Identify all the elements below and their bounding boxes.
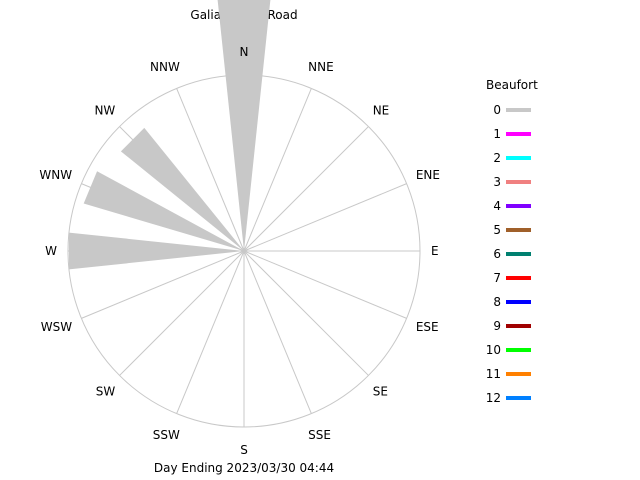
legend-swatch — [506, 228, 531, 232]
spoke-ssw — [176, 250, 245, 414]
legend-swatch — [506, 324, 531, 328]
spoke-ne — [243, 126, 369, 252]
spoke-sw — [119, 250, 245, 376]
spoke-ene — [243, 183, 407, 252]
spoke-wsw — [81, 250, 245, 319]
legend-swatch — [506, 252, 531, 256]
direction-label-sw: SW — [96, 385, 116, 399]
legend-swatch — [506, 204, 531, 208]
direction-label-ene: ENE — [416, 168, 440, 182]
petal-wnw — [83, 171, 245, 251]
legend-swatch — [506, 396, 531, 400]
legend-swatch — [506, 180, 531, 184]
direction-label-s: S — [240, 443, 248, 457]
legend-swatch — [506, 372, 531, 376]
direction-label-nne: NNE — [308, 60, 334, 74]
legend-label: 7 — [493, 271, 501, 285]
spoke-se — [243, 250, 369, 376]
footer-label: Day Ending 2023/03/30 04:44 — [154, 461, 334, 475]
legend-swatch — [506, 132, 531, 136]
direction-labels: N NNE NE ENE E ESE SE SSE S SSW SW WSW W WNW NW NNW — [39, 45, 440, 457]
spoke-nnw — [176, 88, 245, 252]
legend-label: 1 — [493, 127, 501, 141]
legend-label: 2 — [493, 151, 501, 165]
direction-label-wnw: WNW — [39, 168, 72, 182]
legend-label: 6 — [493, 247, 501, 261]
legend-label: 10 — [486, 343, 501, 357]
direction-label-sse: SSE — [308, 428, 331, 442]
petals-group — [68, 0, 271, 270]
legend-swatch — [506, 276, 531, 280]
spokes-group — [68, 75, 420, 427]
legend-label: 0 — [493, 103, 501, 117]
spoke-ese — [243, 250, 407, 319]
legend-label: 5 — [493, 223, 501, 237]
legend-label: 9 — [493, 319, 501, 333]
spoke-sse — [243, 250, 312, 414]
legend-title: Beaufort — [486, 78, 538, 92]
legend-label: 8 — [493, 295, 501, 309]
direction-label-w: W — [45, 244, 57, 258]
legend-label: 11 — [486, 367, 501, 381]
spoke-wnw — [81, 183, 245, 252]
legend-swatch — [506, 156, 531, 160]
direction-label-ssw: SSW — [153, 428, 180, 442]
direction-label-wsw: WSW — [41, 320, 72, 334]
direction-label-se: SE — [373, 385, 388, 399]
legend-label: 3 — [493, 175, 501, 189]
direction-label-e: E — [431, 244, 439, 258]
spoke-nne — [243, 88, 312, 252]
legend-label: 4 — [493, 199, 501, 213]
legend-label: 12 — [486, 391, 501, 405]
legend-swatch — [506, 108, 531, 112]
direction-label-ese: ESE — [416, 320, 439, 334]
legend-swatch — [506, 300, 531, 304]
direction-label-nnw: NNW — [150, 60, 180, 74]
direction-label-n: N — [240, 45, 249, 59]
spoke-nw — [119, 126, 245, 252]
direction-label-nw: NW — [94, 103, 115, 117]
legend-swatch — [506, 348, 531, 352]
outer-ring — [67, 74, 421, 428]
direction-label-ne: NE — [373, 103, 390, 117]
